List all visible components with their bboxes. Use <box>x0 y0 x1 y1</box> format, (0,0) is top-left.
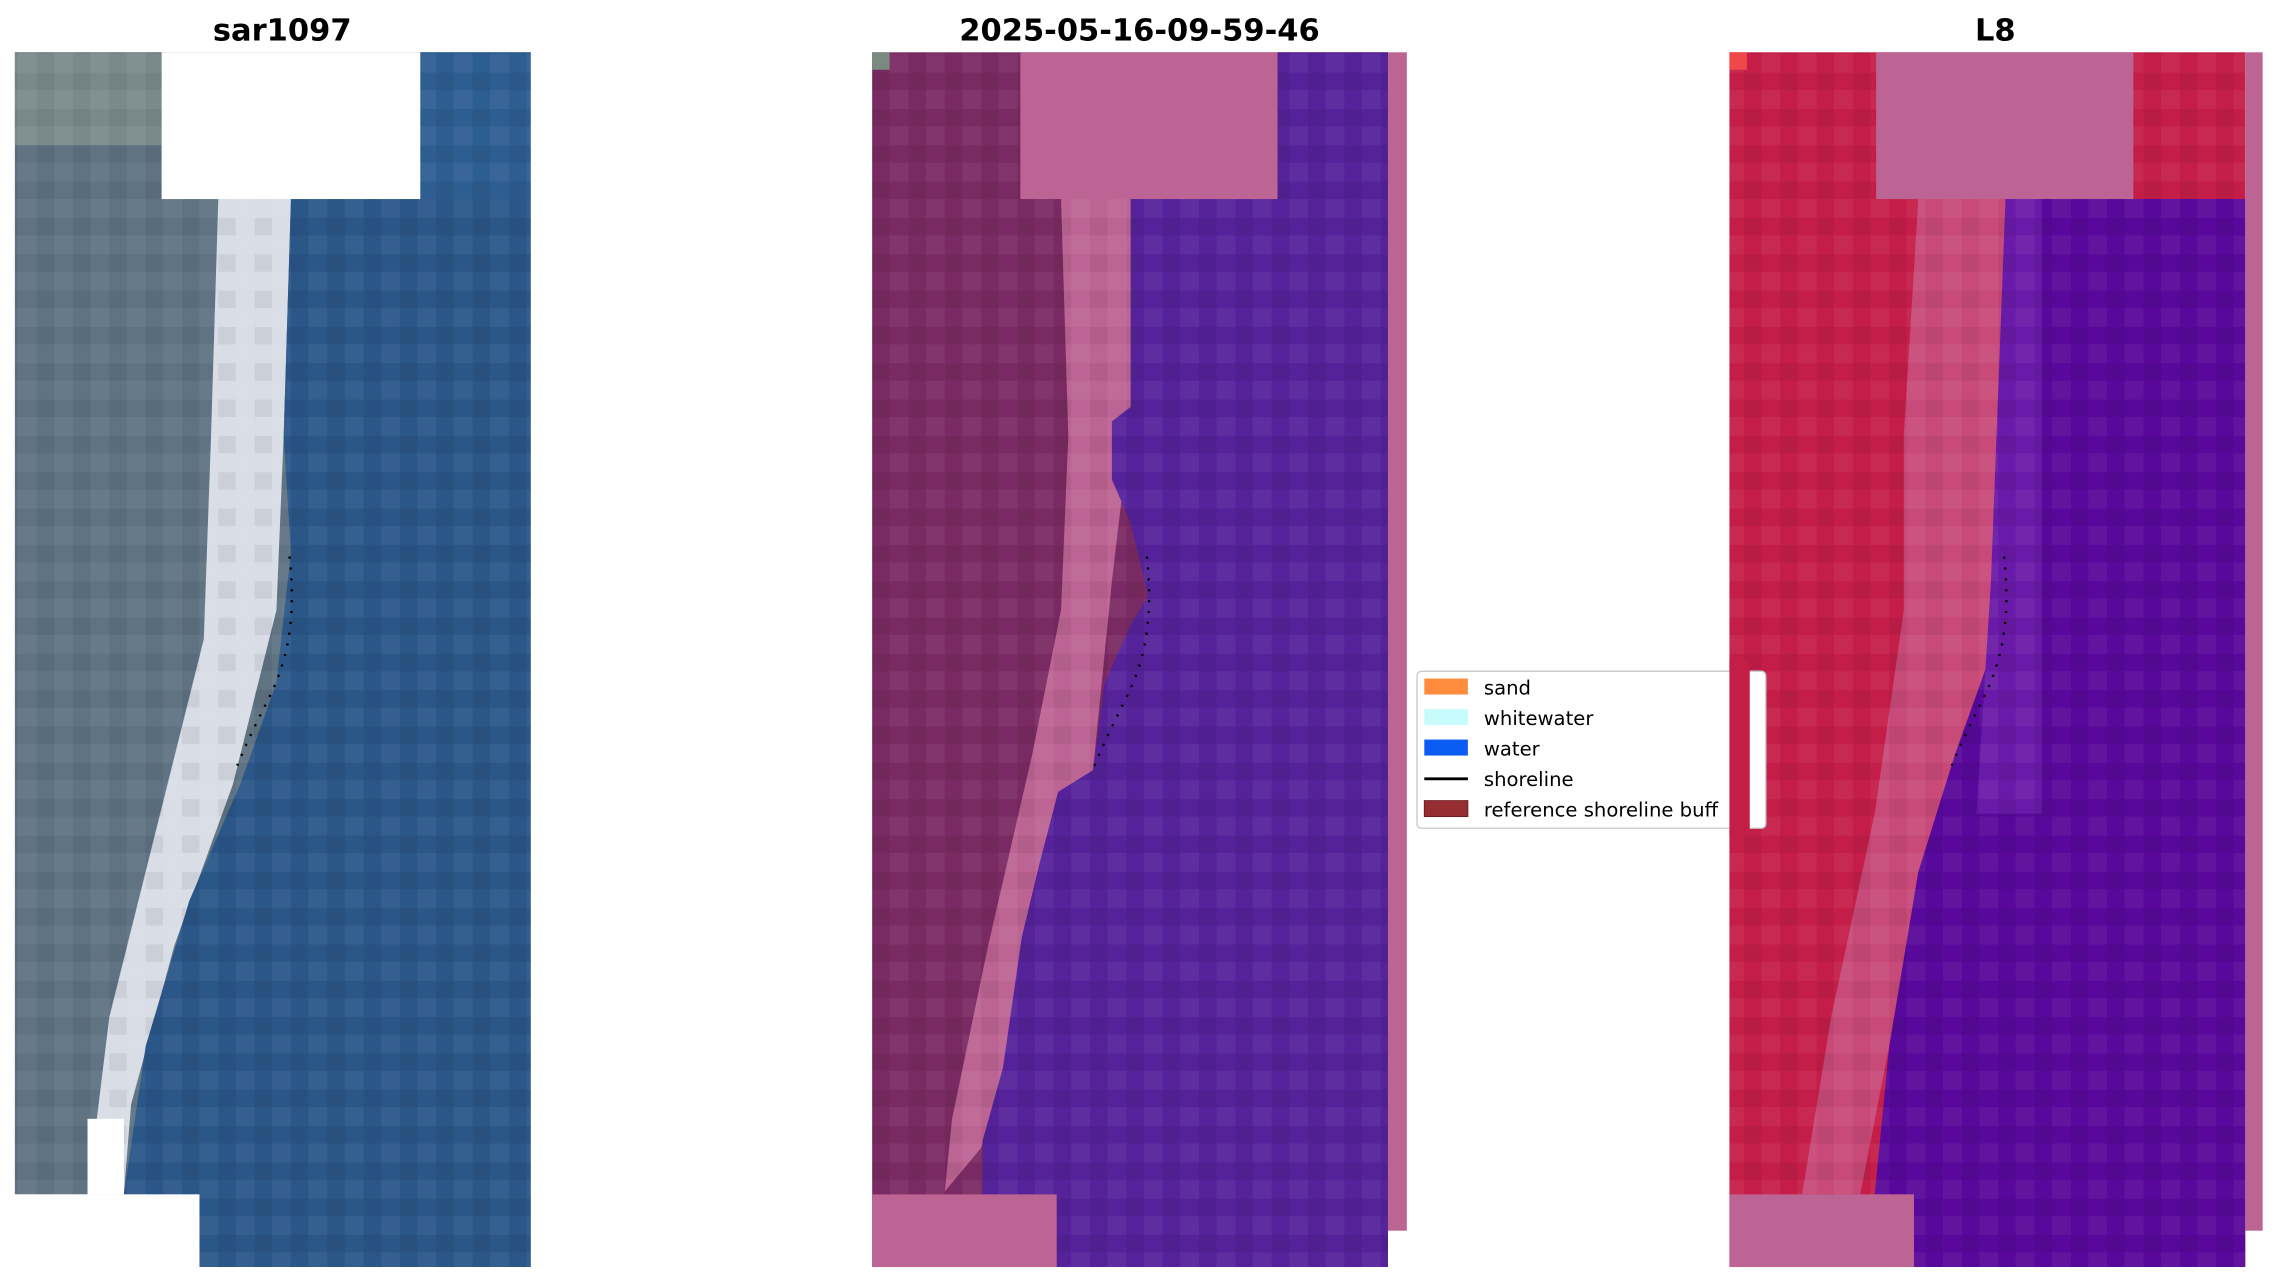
legend-label: reference shoreline buff <box>1484 799 1719 822</box>
panel-title: L8 <box>1975 14 2016 49</box>
legend-label: water <box>1484 738 1541 761</box>
legend: sand whitewater water shoreline referenc… <box>1416 670 1767 829</box>
legend-item-shoreline: shoreline <box>1424 768 1574 791</box>
panel-classification: 2025-05-16-09-59-46 <box>872 14 1407 1268</box>
panel-l8: L8 <box>1729 14 2263 1268</box>
panel-title: 2025-05-16-09-59-46 <box>959 14 1319 49</box>
legend-item-reference-shoreline-buffer: reference shoreline buff <box>1423 799 1719 822</box>
legend-item-sand: sand <box>1424 677 1531 700</box>
panel-title: sar1097 <box>213 14 352 49</box>
legend-swatch <box>1424 739 1468 756</box>
l8-image-edge <box>1729 661 1750 836</box>
legend-label: shoreline <box>1484 768 1574 791</box>
legend-swatch <box>1424 678 1468 695</box>
l8-image <box>1729 52 2263 1268</box>
legend-label: whitewater <box>1484 707 1594 730</box>
classification-image <box>872 52 1407 1268</box>
panel-sar1097: sar1097 <box>14 14 531 1269</box>
legend-label: sand <box>1484 677 1531 700</box>
legend-swatch <box>1423 800 1469 818</box>
legend-item-whitewater: whitewater <box>1424 707 1594 730</box>
satellite-image <box>14 52 531 1269</box>
legend-swatch <box>1424 709 1468 726</box>
legend-item-water: water <box>1424 738 1541 761</box>
